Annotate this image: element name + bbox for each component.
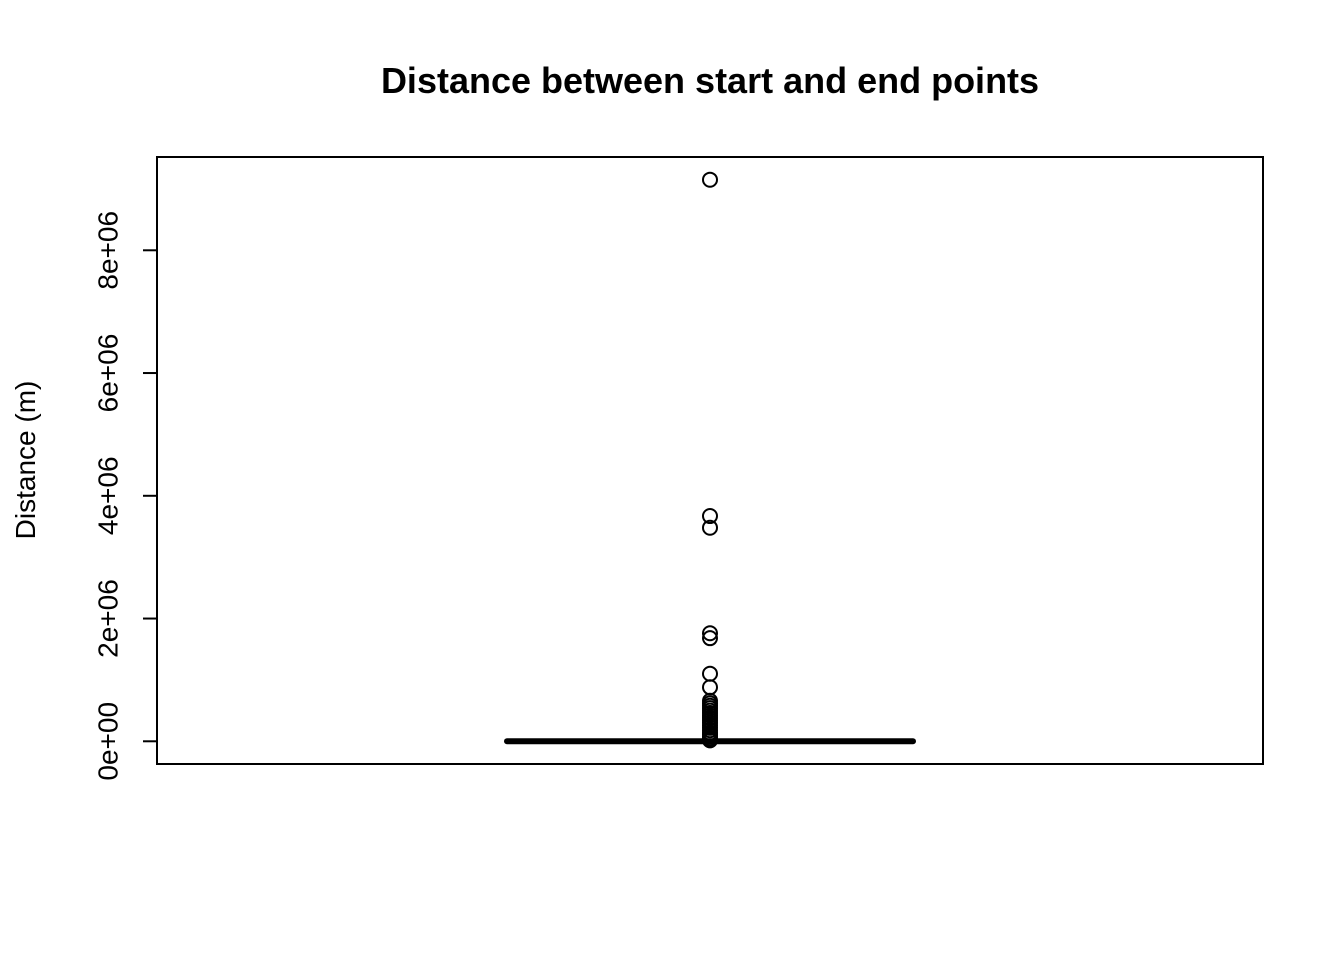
plot-area [504, 171, 916, 749]
outlier-point [702, 665, 718, 682]
outlier-point [702, 625, 718, 642]
outlier-point [702, 508, 718, 525]
y-axis: 0e+00 2e+06 4e+06 6e+06 8e+06 [92, 211, 158, 781]
y-tick-label: 6e+06 [92, 334, 123, 413]
y-tick-label: 8e+06 [92, 211, 123, 290]
outlier-point [702, 519, 718, 536]
plot-frame [156, 156, 1264, 765]
outlier-point [702, 732, 718, 749]
outlier-point [702, 171, 718, 188]
y-tick-label: 4e+06 [92, 456, 123, 535]
outlier-point [702, 630, 718, 647]
chart-title: Distance between start and end points [381, 60, 1039, 101]
y-tick-label: 2e+06 [92, 579, 123, 658]
outlier-point [702, 679, 718, 696]
y-tick-label: 0e+00 [92, 702, 123, 781]
y-axis-label: Distance (m) [10, 381, 41, 540]
